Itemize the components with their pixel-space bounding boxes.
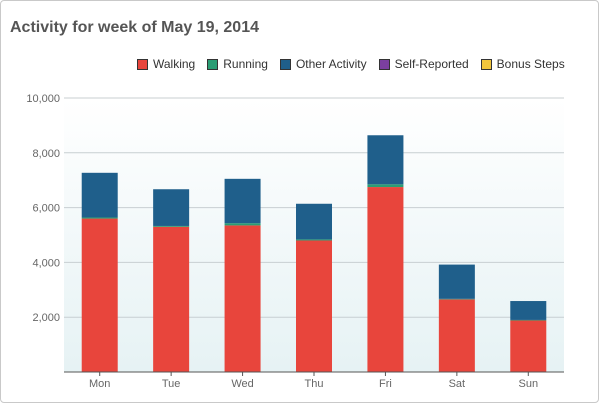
legend-item-running[interactable]: Running xyxy=(207,57,268,71)
chart-legend: Walking Running Other Activity Self-Repo… xyxy=(137,57,565,71)
legend-swatch-self-reported xyxy=(378,58,390,70)
legend-label-other-activity: Other Activity xyxy=(295,57,367,71)
bar-running-wed xyxy=(224,223,261,226)
bar-walking-sun xyxy=(510,320,547,372)
legend-label-self-reported: Self-Reported xyxy=(394,57,469,71)
legend-swatch-other-activity xyxy=(279,58,291,70)
bar-running-tue xyxy=(153,225,190,227)
bar-other-activity-mon xyxy=(81,172,118,218)
x-tick-label: Sat xyxy=(449,378,466,390)
bar-running-thu xyxy=(296,239,332,241)
chart-title: Activity for week of May 19, 2014 xyxy=(10,19,259,36)
bar-other-activity-sun xyxy=(510,301,547,320)
bar-other-activity-fri xyxy=(367,135,404,185)
x-tick-label: Sun xyxy=(518,378,538,390)
legend-item-bonus-steps[interactable]: Bonus Steps xyxy=(480,57,565,71)
bar-other-activity-wed xyxy=(224,178,261,224)
legend-swatch-running xyxy=(207,58,219,70)
legend-swatch-bonus-steps xyxy=(480,58,492,70)
bar-walking-fri xyxy=(367,187,404,372)
x-tick-label: Fri xyxy=(379,378,392,390)
bar-running-sun xyxy=(510,319,547,321)
legend-swatch-walking xyxy=(137,58,148,70)
bar-walking-tue xyxy=(153,226,190,372)
axes: 2,000 4,000 6,000 8,000 10,000 Mon Tue Wed Thu Fr… xyxy=(26,93,564,390)
bar-other-activity-sat xyxy=(438,264,475,299)
bar-running-mon xyxy=(81,217,118,219)
bar-walking-sat xyxy=(438,299,475,372)
y-tick-label: 6,000 xyxy=(32,203,60,215)
legend-item-walking[interactable]: Walking xyxy=(137,57,195,71)
bar-other-activity-thu xyxy=(296,203,332,240)
x-tick-label: Tue xyxy=(162,378,181,390)
bar-running-sat xyxy=(438,298,475,300)
bar-walking-mon xyxy=(81,218,118,372)
legend-label-running: Running xyxy=(223,57,268,71)
x-tick-label: Mon xyxy=(89,378,110,390)
bar-walking-thu xyxy=(296,240,332,372)
legend-item-self-reported[interactable]: Self-Reported xyxy=(378,57,469,71)
y-tick-label: 8,000 xyxy=(32,148,60,160)
bar-walking-wed xyxy=(224,225,261,372)
legend-label-walking: Walking xyxy=(153,57,196,71)
y-tick-label: 4,000 xyxy=(32,257,60,269)
y-tick-label: 10,000 xyxy=(26,93,60,105)
legend-label-bonus-steps: Bonus Steps xyxy=(496,57,565,71)
bar-running-fri xyxy=(367,184,404,188)
y-tick-label: 2,000 xyxy=(32,312,60,324)
x-tick-label: Wed xyxy=(231,378,253,390)
bars xyxy=(81,135,547,372)
bar-other-activity-tue xyxy=(153,189,190,226)
x-tick-label: Thu xyxy=(305,378,324,390)
legend-item-other-activity[interactable]: Other Activity xyxy=(279,57,367,71)
